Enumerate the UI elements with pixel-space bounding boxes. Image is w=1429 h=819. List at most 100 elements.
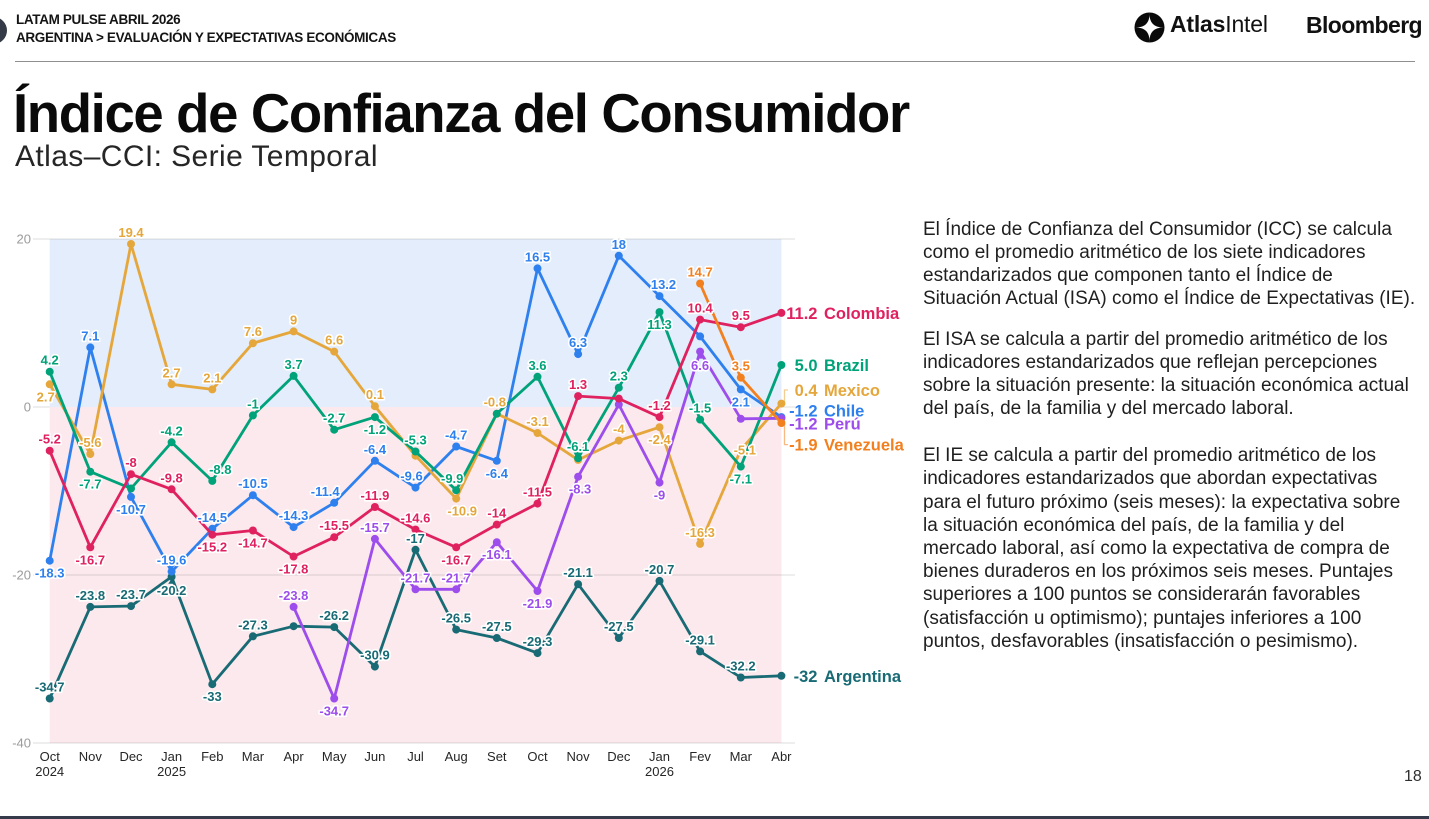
svg-text:-14.5: -14.5 — [197, 510, 227, 525]
svg-text:-34.7: -34.7 — [35, 680, 65, 695]
svg-text:Nov: Nov — [79, 749, 103, 764]
svg-text:-1: -1 — [247, 396, 259, 411]
svg-text:6.3: 6.3 — [569, 335, 587, 350]
svg-text:Apr: Apr — [283, 749, 304, 764]
svg-text:-5.6: -5.6 — [79, 435, 101, 450]
svg-text:-20.2: -20.2 — [157, 583, 187, 598]
svg-text:0: 0 — [24, 400, 31, 415]
svg-text:11.3: 11.3 — [647, 317, 672, 332]
svg-text:-18.3: -18.3 — [35, 566, 65, 581]
svg-text:-30.9: -30.9 — [360, 648, 390, 663]
svg-text:7.6: 7.6 — [244, 324, 262, 339]
svg-text:Feb: Feb — [201, 749, 223, 764]
svg-text:-11.4: -11.4 — [311, 484, 341, 499]
svg-text:14.7: 14.7 — [687, 265, 712, 280]
svg-text:Jan: Jan — [161, 749, 182, 764]
svg-text:0.4: 0.4 — [795, 382, 819, 400]
svg-text:-4.2: -4.2 — [160, 423, 182, 438]
svg-text:-23.7: -23.7 — [116, 587, 146, 602]
svg-text:16.5: 16.5 — [525, 249, 550, 264]
svg-text:-7.1: -7.1 — [730, 472, 752, 487]
svg-text:-32.2: -32.2 — [726, 659, 756, 674]
svg-text:-11.9: -11.9 — [360, 488, 389, 503]
svg-text:-26.5: -26.5 — [441, 611, 471, 626]
svg-text:4.2: 4.2 — [41, 353, 59, 368]
svg-text:-5.2: -5.2 — [38, 432, 60, 447]
svg-text:3.7: 3.7 — [285, 357, 303, 372]
svg-text:11.2: 11.2 — [786, 305, 817, 323]
svg-text:Aug: Aug — [445, 749, 468, 764]
svg-text:2.1: 2.1 — [203, 370, 221, 385]
svg-text:-1.9: -1.9 — [789, 437, 817, 455]
svg-text:May: May — [322, 749, 347, 764]
svg-text:-15.2: -15.2 — [197, 540, 227, 555]
svg-text:-2.4: -2.4 — [648, 432, 671, 447]
svg-text:-2.7: -2.7 — [323, 411, 345, 426]
svg-text:-23.8: -23.8 — [279, 588, 309, 603]
svg-text:1.3: 1.3 — [569, 377, 587, 392]
svg-text:-9.9: -9.9 — [441, 471, 463, 486]
svg-text:Oct: Oct — [527, 749, 548, 764]
svg-text:-9.8: -9.8 — [160, 470, 182, 485]
svg-text:-26.2: -26.2 — [319, 608, 349, 623]
svg-text:-14.3: -14.3 — [279, 508, 309, 523]
svg-text:-1.5: -1.5 — [689, 401, 711, 416]
svg-text:Jan: Jan — [649, 749, 670, 764]
svg-text:-16.1: -16.1 — [482, 547, 512, 562]
svg-text:Chile: Chile — [824, 403, 864, 421]
svg-text:19.4: 19.4 — [118, 225, 144, 240]
svg-text:Fev: Fev — [689, 749, 711, 764]
svg-text:-29.1: -29.1 — [685, 632, 715, 647]
svg-text:-14: -14 — [487, 506, 507, 521]
svg-text:-16.7: -16.7 — [441, 552, 471, 567]
svg-text:-11.5: -11.5 — [523, 485, 552, 500]
svg-text:Venezuela: Venezuela — [824, 437, 905, 455]
svg-text:-6.4: -6.4 — [364, 442, 387, 457]
svg-text:-0.8: -0.8 — [484, 395, 506, 410]
svg-text:-21.7: -21.7 — [401, 570, 431, 585]
svg-text:Dec: Dec — [607, 749, 631, 764]
svg-text:-1.2: -1.2 — [789, 403, 817, 421]
svg-text:-15.5: -15.5 — [319, 518, 349, 533]
svg-text:13.2: 13.2 — [651, 277, 676, 292]
svg-text:-21.7: -21.7 — [441, 570, 471, 585]
svg-text:18: 18 — [612, 237, 626, 252]
svg-text:10.4: 10.4 — [687, 301, 713, 316]
svg-text:-19.6: -19.6 — [157, 553, 187, 568]
svg-text:-32: -32 — [794, 668, 818, 686]
svg-text:-27.5: -27.5 — [482, 619, 512, 634]
svg-text:3.5: 3.5 — [732, 359, 750, 374]
svg-text:-20: -20 — [12, 568, 31, 583]
svg-text:Dec: Dec — [119, 749, 143, 764]
svg-text:Oct: Oct — [40, 749, 61, 764]
svg-text:2.3: 2.3 — [610, 369, 628, 384]
svg-text:7.1: 7.1 — [81, 328, 99, 343]
svg-text:-8: -8 — [125, 455, 137, 470]
svg-text:Mar: Mar — [242, 749, 265, 764]
svg-text:20: 20 — [17, 232, 31, 247]
svg-text:-7.7: -7.7 — [79, 477, 101, 492]
svg-text:9.5: 9.5 — [732, 308, 750, 323]
svg-text:-16.7: -16.7 — [75, 552, 105, 567]
svg-text:Brazil: Brazil — [824, 357, 869, 375]
svg-text:-9: -9 — [654, 488, 666, 503]
svg-text:Jul: Jul — [407, 749, 424, 764]
svg-text:2.7: 2.7 — [163, 365, 181, 380]
svg-text:9: 9 — [290, 312, 297, 327]
svg-text:-1.2: -1.2 — [789, 416, 817, 434]
svg-text:Argentina: Argentina — [824, 668, 902, 686]
svg-text:-4: -4 — [613, 422, 625, 437]
svg-text:0.1: 0.1 — [366, 387, 384, 402]
svg-text:-29.3: -29.3 — [523, 634, 553, 649]
svg-text:-16.3: -16.3 — [685, 525, 715, 540]
svg-text:-40: -40 — [12, 736, 31, 751]
svg-text:Abr: Abr — [771, 749, 792, 764]
svg-text:-10.5: -10.5 — [238, 476, 268, 491]
svg-text:-34.7: -34.7 — [319, 704, 349, 719]
svg-text:-6.4: -6.4 — [486, 466, 509, 481]
svg-text:-1.2: -1.2 — [648, 398, 670, 413]
svg-text:2024: 2024 — [35, 764, 64, 779]
svg-text:-21.1: -21.1 — [563, 565, 593, 580]
svg-text:-5.3: -5.3 — [404, 433, 426, 448]
svg-text:-21.9: -21.9 — [523, 596, 553, 611]
